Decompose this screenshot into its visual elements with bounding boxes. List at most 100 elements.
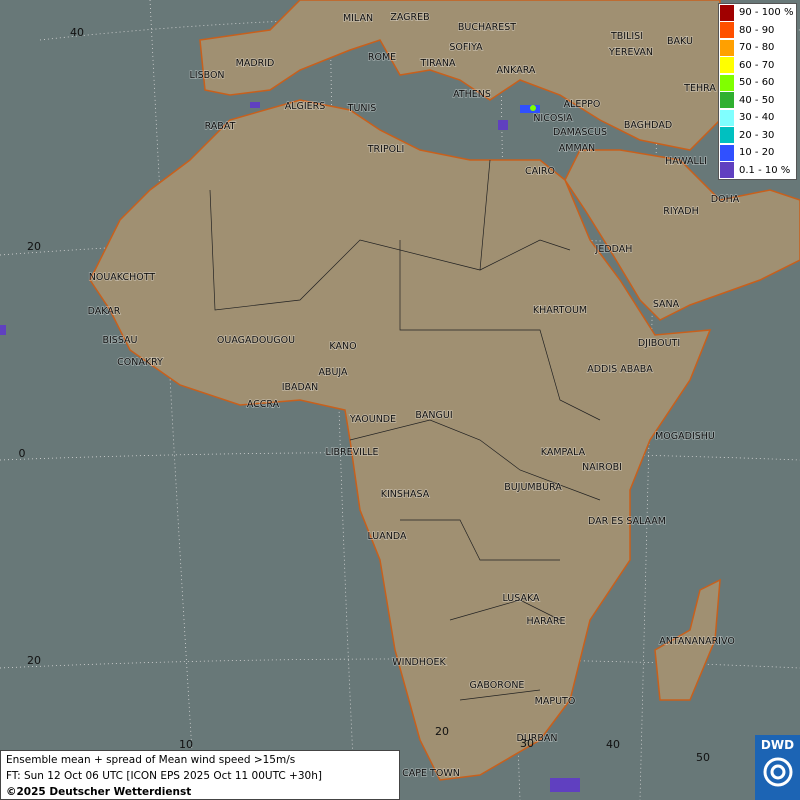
city-label: BAGHDAD [624,120,672,131]
city-label: DAKAR [88,306,121,317]
legend-label: 80 - 90 [739,24,775,36]
legend-swatch [720,74,734,91]
city-label: BANGUI [415,410,452,421]
legend-entry: 10 - 20 [719,144,796,162]
legend-label: 10 - 20 [739,147,775,159]
city-label: KANO [329,341,356,352]
legend-label: 30 - 40 [739,112,775,124]
lat-label: 0 [19,447,26,460]
city-label: MILAN [343,13,373,24]
city-label: MAPUTO [535,696,576,707]
city-label: ATHENS [453,89,491,100]
city-label: TRIPOLI [367,144,405,155]
city-label: WINDHOEK [392,657,446,668]
legend-swatch [720,162,734,179]
footer: Ensemble mean + spread of Mean wind spee… [0,750,400,800]
legend-entry: 70 - 80 [719,39,796,57]
city-label: TUNIS [347,103,377,114]
city-label: NOUAKCHOTT [89,272,156,283]
borders [209,159,601,701]
footer-line: Ensemble mean + spread of Mean wind spee… [6,754,296,766]
city-label: BAKU [667,36,693,47]
logo-text: DWD [760,738,795,752]
legend-label: 70 - 80 [739,42,775,54]
footer-line: FT: Sun 12 Oct 06 UTC [ICON EPS 2025 Oct… [6,770,322,782]
city-label: NAIROBI [582,462,622,473]
legend: 90 - 100 % 80 - 90 70 - 80 60 - 70 50 - 60 40… [718,3,797,180]
city-label: ALGIERS [285,101,326,112]
city-label: RIYADH [663,206,698,217]
city-label: OUAGADOUGOU [217,335,295,346]
legend-label: 40 - 50 [739,94,775,106]
legend-label: 20 - 30 [739,129,775,141]
city-label: TEHRA [683,83,716,94]
legend-entry: 40 - 50 [719,92,796,110]
city-label: TIRANA [420,58,456,69]
city-label: ACCRA [247,399,280,410]
legend-swatch [720,22,734,39]
city-label: SANA [653,299,680,310]
city-label: BISSAU [102,335,137,346]
city-label: DAMASCUS [553,127,607,138]
city-label: LUANDA [367,531,407,542]
legend-swatch [720,39,734,56]
logo-icon [763,757,792,787]
legend-entry: 50 - 60 [719,74,796,92]
legend-swatch [720,4,734,21]
city-label: KHARTOUM [533,305,587,316]
lon-label: 30 [520,737,534,750]
labels: MILAN ZAGREB BUCHAREST SOFIYA ROME TIRANA ANKA… [19,11,741,780]
city-label: GABORONE [470,680,525,691]
lat-label: 20 [27,240,41,253]
city-label: IBADAN [282,382,319,393]
legend-entry: 80 - 90 [719,22,796,40]
city-label: JEDDAH [595,244,633,255]
lat-label: 40 [70,26,84,39]
lon-label: 50 [696,751,710,764]
legend-swatch [720,109,734,126]
legend-label: 60 - 70 [739,59,775,71]
lat-label: 20 [27,654,41,667]
city-label: ADDIS ABABA [587,364,653,375]
city-label: KINSHASA [381,489,430,500]
city-label: ABUJA [318,367,348,378]
legend-label: 0.1 - 10 % [739,164,791,176]
city-label: MADRID [236,58,275,69]
city-label: KAMPALA [541,447,586,458]
dwd-logo: DWD [755,735,800,800]
city-label: DOHA [711,194,740,205]
wind-probability [0,102,580,792]
legend-swatch [720,144,734,161]
city-label: LISBON [189,70,224,81]
city-label: ROME [368,52,396,63]
land [89,0,800,781]
city-label: DURBAN [517,733,558,744]
city-label: YEREVAN [608,47,653,58]
legend-swatch [720,92,734,109]
legend-entry: 90 - 100 % [719,4,796,22]
city-label: SOFIYA [449,42,483,53]
city-label: CONAKRY [117,357,163,368]
city-label: ZAGREB [390,12,429,23]
legend-label: 90 - 100 % [739,7,794,19]
city-label: LIBREVILLE [325,447,378,458]
city-label: YAOUNDE [349,414,396,425]
city-label: TBILISI [610,31,643,42]
city-label: BUCHAREST [458,22,516,33]
city-label: NICOSIA [533,113,573,124]
city-label: ANKARA [497,65,536,76]
city-label: BUJUMBURA [504,482,562,493]
footer-line: ©2025 Deutscher Wetterdienst [6,786,192,798]
city-label: CAPE TOWN [402,768,460,779]
lon-label: 20 [435,725,449,738]
legend-entry: 20 - 30 [719,127,796,145]
city-label: RABAT [205,121,236,132]
city-label: ALEPPO [564,99,601,110]
city-label: HARARE [527,616,566,627]
city-label: CAIRO [525,166,555,177]
legend-entry: 0.1 - 10 % [719,162,796,180]
lon-label: 40 [606,738,620,751]
city-label: DAR ES SALAAM [588,516,666,527]
